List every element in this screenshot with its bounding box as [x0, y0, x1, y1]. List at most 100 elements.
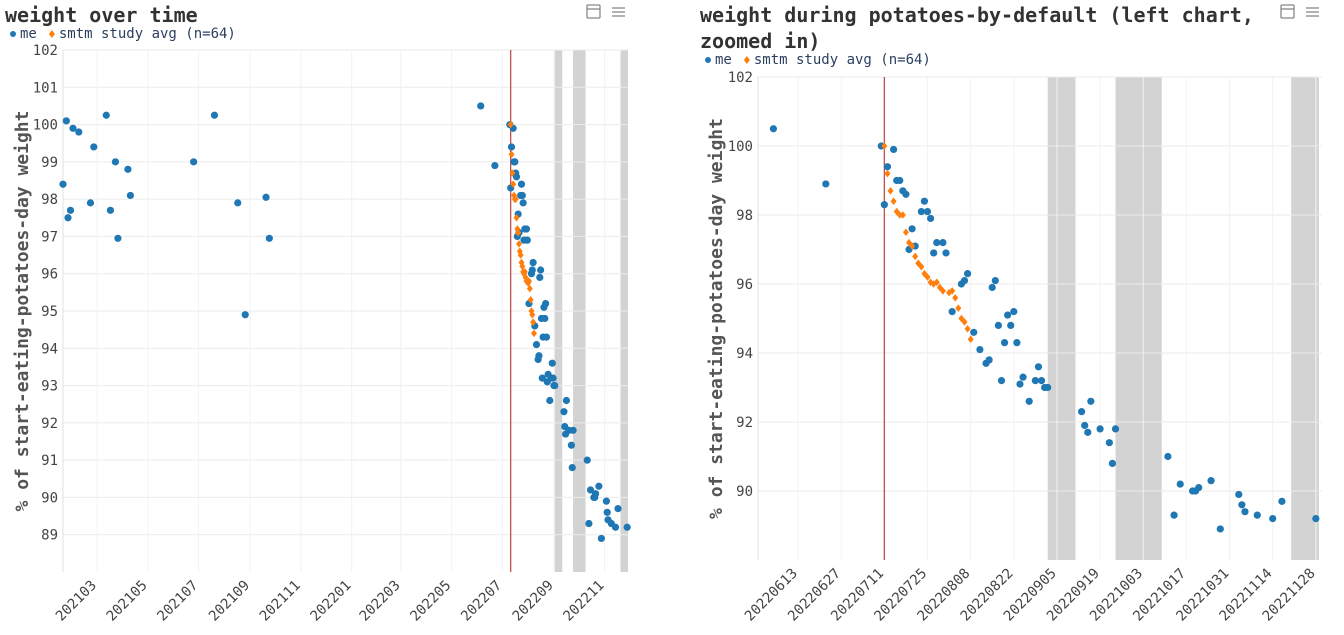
- point: [893, 207, 900, 216]
- point: [924, 273, 931, 281]
- point: [586, 486, 595, 494]
- point: [528, 266, 536, 274]
- point: [529, 258, 537, 267]
- point: [509, 169, 516, 177]
- calendar-icon[interactable]: [586, 4, 601, 19]
- point: [960, 276, 969, 285]
- point: [1312, 515, 1320, 523]
- point: [1013, 339, 1021, 347]
- point: [106, 206, 115, 214]
- point: [1216, 525, 1224, 533]
- point: [525, 277, 532, 285]
- x-tick-label: 202201: [307, 578, 354, 625]
- point: [512, 195, 519, 203]
- point: [507, 143, 516, 151]
- point: [111, 158, 120, 166]
- point: [1044, 383, 1052, 392]
- point: [265, 234, 273, 242]
- point: [86, 199, 95, 207]
- point: [884, 169, 891, 178]
- point: [90, 143, 98, 151]
- point: [515, 228, 522, 237]
- point: [1241, 508, 1249, 516]
- point: [529, 310, 536, 319]
- point: [262, 193, 270, 201]
- point: [560, 408, 568, 416]
- point: [1004, 311, 1012, 319]
- point: [62, 117, 70, 125]
- point: [549, 374, 557, 382]
- point: [880, 201, 888, 209]
- point: [923, 207, 932, 216]
- toolbar-left[interactable]: [586, 4, 625, 19]
- point: [541, 314, 549, 323]
- legend-label: smtm study avg (n=64): [59, 26, 236, 42]
- point: [1016, 380, 1024, 388]
- point: [961, 318, 968, 326]
- point: [952, 294, 959, 302]
- y-tick-label: 93: [41, 379, 58, 395]
- point: [536, 273, 544, 282]
- point: [530, 318, 537, 326]
- point: [1105, 439, 1113, 447]
- point: [1081, 421, 1089, 430]
- point: [126, 191, 135, 200]
- point: [939, 287, 946, 295]
- point: [512, 173, 521, 181]
- point: [1019, 373, 1027, 381]
- point: [908, 225, 916, 233]
- point: [518, 191, 526, 200]
- point: [896, 211, 903, 219]
- point: [994, 321, 1002, 329]
- y-tick-label: 96: [736, 277, 753, 293]
- point: [542, 299, 550, 308]
- y-tick-label: 102: [33, 43, 58, 59]
- point: [591, 490, 600, 498]
- toolbar-right[interactable]: [1280, 4, 1319, 19]
- point: [985, 356, 993, 364]
- point: [234, 199, 242, 207]
- point: [955, 304, 962, 312]
- legend-marker: [743, 56, 750, 64]
- x-tick-label: 202111: [257, 578, 304, 625]
- point: [991, 276, 999, 285]
- legend-label: smtm study avg (n=64): [754, 52, 931, 68]
- point: [1170, 511, 1178, 519]
- calendar-icon[interactable]: [1280, 4, 1295, 19]
- y-axis-label: % of start-eating-potatoes-day weight: [706, 118, 727, 519]
- point: [988, 283, 996, 292]
- point: [102, 111, 110, 119]
- point: [920, 197, 929, 205]
- point: [963, 270, 972, 278]
- point: [1096, 425, 1104, 433]
- point: [546, 396, 554, 405]
- point: [881, 142, 888, 150]
- point: [535, 352, 543, 360]
- point: [890, 197, 897, 205]
- point: [1235, 490, 1243, 499]
- point: [516, 247, 523, 256]
- point: [124, 165, 132, 173]
- point: [511, 158, 519, 166]
- point: [537, 266, 545, 274]
- point: [477, 102, 485, 110]
- point: [526, 284, 533, 293]
- point: [970, 328, 978, 336]
- x-tick-label: 202103: [53, 578, 100, 625]
- y-tick-label: 94: [736, 346, 753, 362]
- point: [517, 251, 524, 259]
- y-tick-label: 100: [33, 118, 58, 134]
- chart-title: weight over time: [5, 3, 198, 27]
- point: [1010, 308, 1018, 316]
- point: [1164, 452, 1172, 461]
- point: [912, 252, 919, 261]
- point: [491, 161, 499, 170]
- point: [1195, 483, 1203, 492]
- y-tick-label: 98: [41, 192, 58, 208]
- point: [939, 239, 947, 247]
- y-tick-label: 92: [41, 416, 58, 432]
- point: [522, 225, 531, 233]
- point: [1278, 497, 1286, 505]
